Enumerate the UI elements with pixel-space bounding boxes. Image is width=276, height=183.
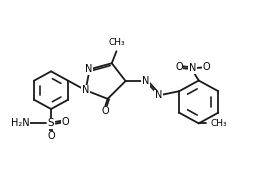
Text: S: S [48, 118, 54, 128]
Text: N: N [82, 85, 89, 95]
Text: N: N [189, 63, 196, 73]
Text: O: O [62, 117, 69, 127]
Text: N: N [142, 76, 149, 86]
Text: CH₃: CH₃ [210, 119, 227, 128]
Text: N: N [155, 90, 162, 100]
Text: N: N [85, 64, 92, 74]
Text: CH₃: CH₃ [108, 38, 125, 46]
Text: O: O [175, 62, 183, 72]
Text: O: O [101, 106, 109, 116]
Text: O: O [47, 131, 55, 141]
Text: H₂N: H₂N [11, 118, 30, 128]
Text: O: O [203, 62, 210, 72]
